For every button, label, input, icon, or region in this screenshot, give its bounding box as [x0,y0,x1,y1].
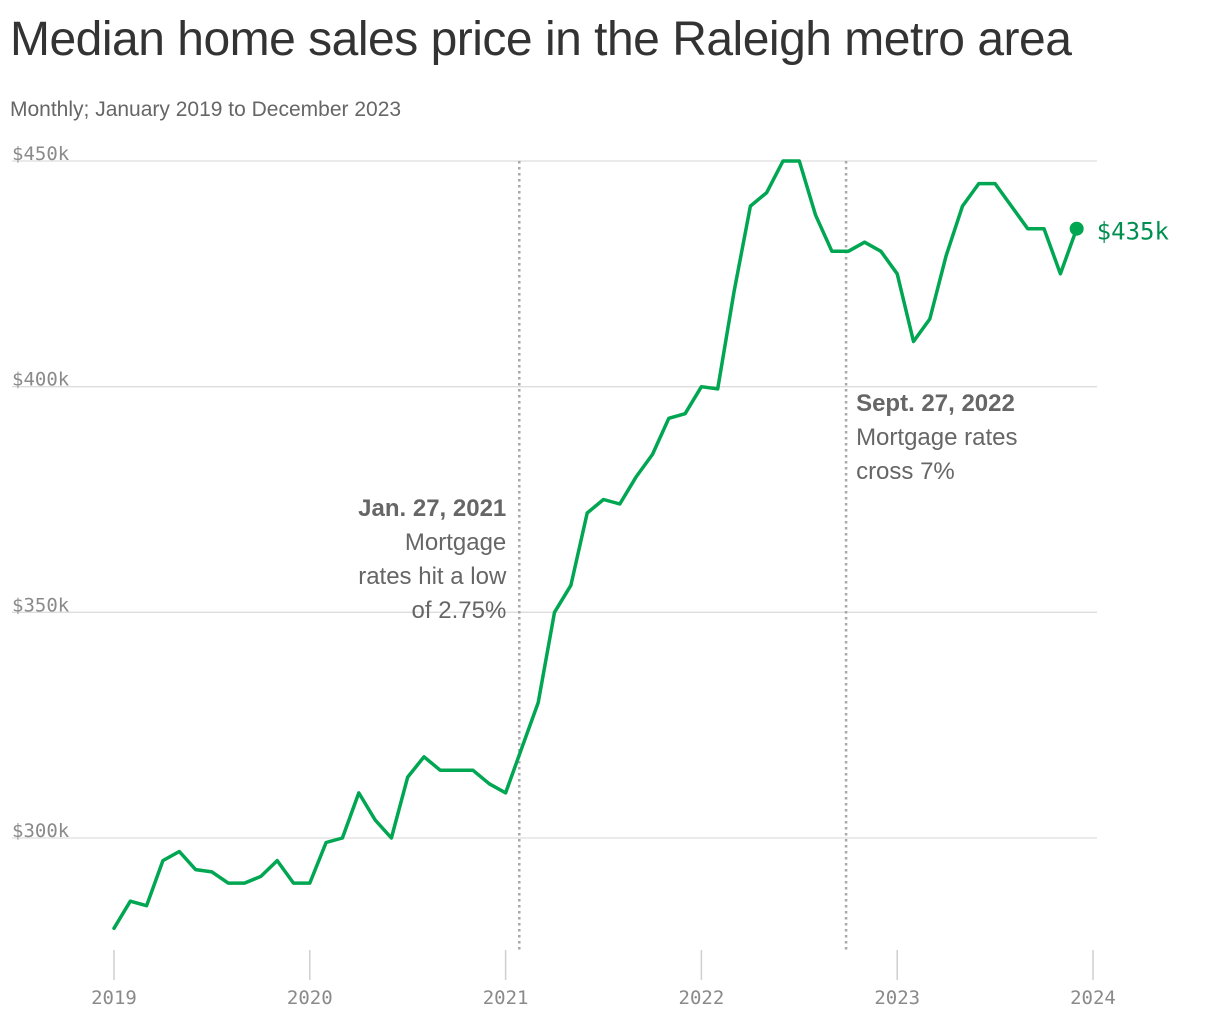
x-tick-label: 2020 [287,987,333,1009]
series-layer [112,159,1084,931]
event-annotation-title: Sept. 27, 2022 [856,390,1015,417]
event-markers [518,161,848,952]
event-annotation-title: Jan. 27, 2021 [358,495,506,522]
event-annotation-text: Mortgage rates [856,424,1017,451]
event-annotation: Sept. 27, 2022 Mortgage rates cross 7% [856,390,1017,485]
chart-subtitle: Monthly; January 2019 to December 2023 [10,98,402,121]
y-tick-label: $350k [12,594,70,616]
x-tick-label: 2021 [483,987,529,1009]
y-tick-label: $400k [12,369,70,391]
x-tick-label: 2023 [874,987,920,1009]
y-tick-label: $300k [12,820,70,842]
y-tick-label: $450k [12,143,70,165]
event-annotation-text: cross 7% [856,458,955,485]
series-line [112,159,1079,931]
x-tick-label: 2022 [679,987,725,1009]
x-axis [113,950,1094,980]
event-annotation-text: of 2.75% [412,597,507,624]
x-tick-label: 2019 [91,987,137,1009]
x-tick-label: 2024 [1070,987,1116,1009]
event-annotation-text: rates hit a low [358,563,507,590]
chart-title: Median home sales price in the Raleigh m… [10,13,1072,66]
end-point [1069,221,1084,236]
event-annotation: Jan. 27, 2021 Mortgage rates hit a low of 2… [358,495,507,624]
event-annotation-text: Mortgage [405,529,506,556]
labels: $300k $350k $400k $450k 2019 2020 2021 2022 2023… [12,143,1169,1009]
end-value-label: $435k [1097,218,1170,246]
gridlines [12,160,1097,839]
